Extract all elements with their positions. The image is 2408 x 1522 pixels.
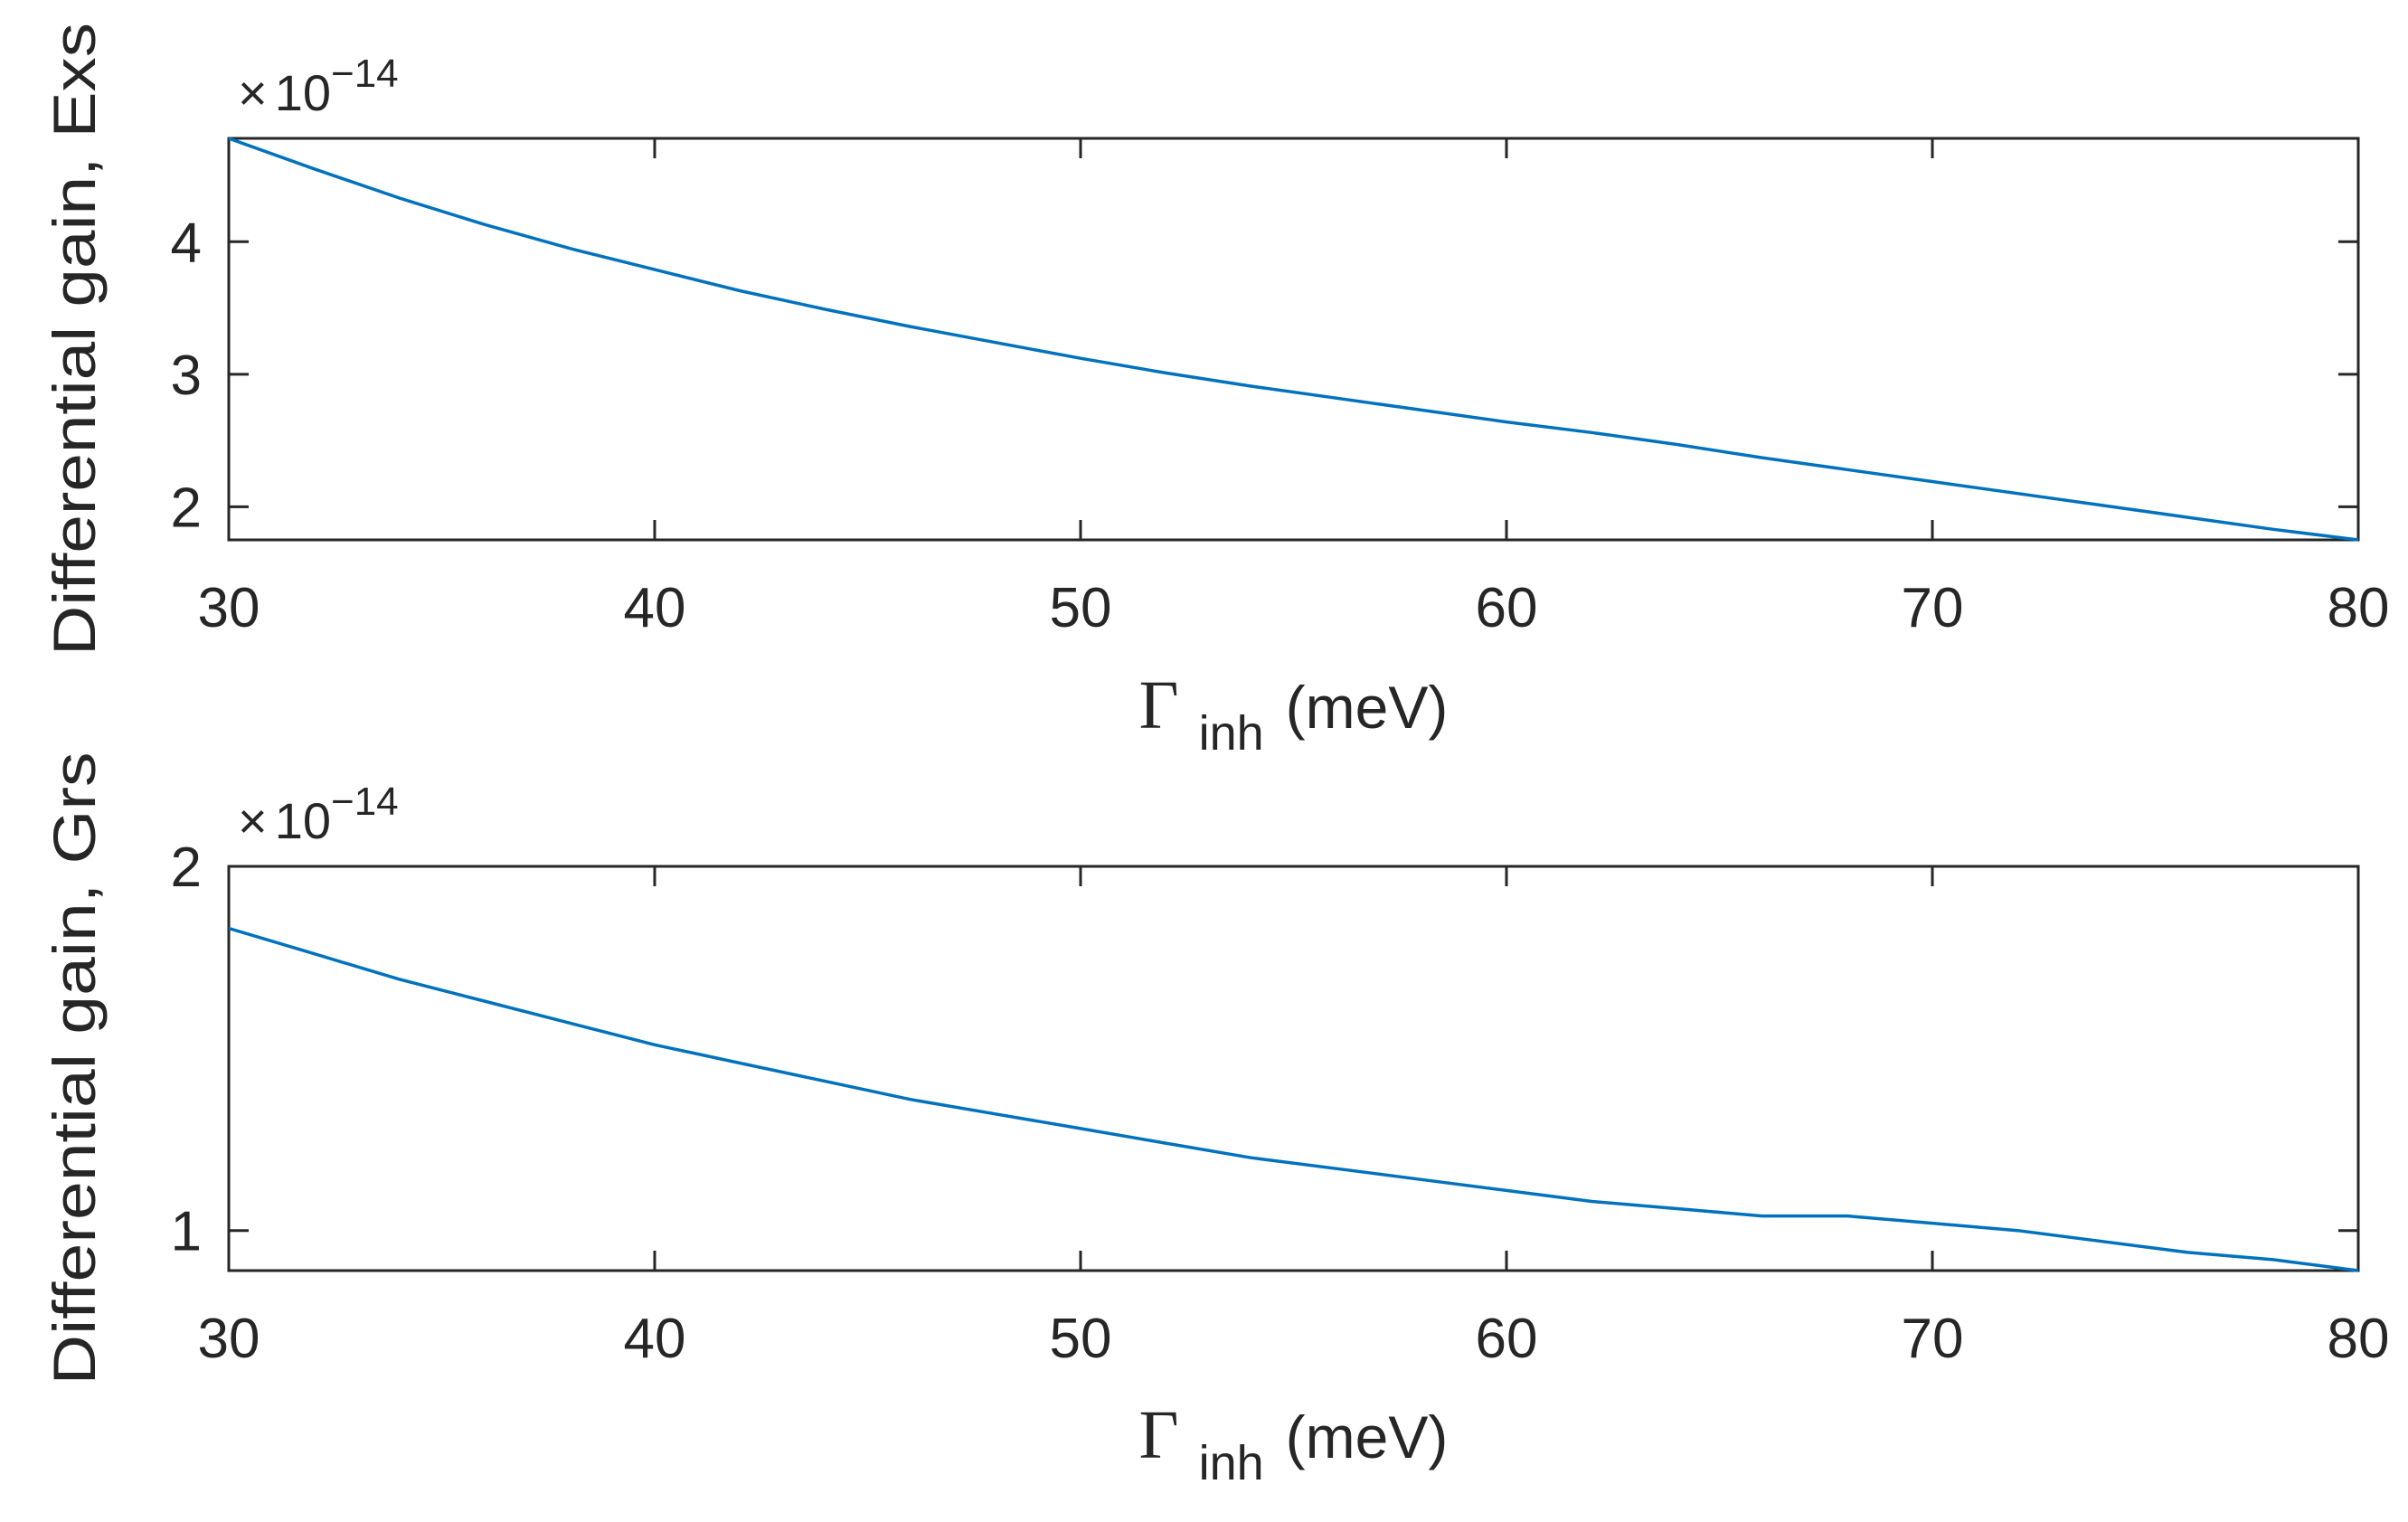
- y-tick-label: 3: [171, 345, 202, 407]
- x-tick-label: 40: [624, 1308, 686, 1370]
- axes-box: [227, 865, 2360, 1272]
- y-tick-label: 2: [171, 837, 202, 899]
- x-tick-label: 40: [624, 577, 686, 639]
- exponent-base: 10: [275, 64, 331, 121]
- exponent-label: × 10−14: [238, 780, 399, 849]
- x-axis-label-units: (meV): [1286, 1404, 1449, 1470]
- exponent-label: × 10−14: [238, 52, 399, 121]
- axes-box: [227, 137, 2360, 542]
- exponent-prefix: ×: [238, 792, 268, 849]
- x-tick-label: 80: [2328, 577, 2390, 639]
- x-axis-label-symbol: Γ: [1139, 1397, 1179, 1473]
- x-tick-label: 30: [198, 1308, 260, 1370]
- x-tick-label: 50: [1050, 577, 1112, 639]
- x-tick-label: 30: [198, 577, 260, 639]
- x-tick-label: 70: [1902, 577, 1964, 639]
- x-axis-label-subscript: inh: [1199, 706, 1264, 761]
- x-tick-label: 70: [1902, 1308, 1964, 1370]
- x-axis-label-symbol: Γ: [1139, 667, 1179, 743]
- y-tick-label: 1: [171, 1201, 202, 1263]
- x-tick-label: 50: [1050, 1308, 1112, 1370]
- x-tick-label: 60: [1476, 577, 1538, 639]
- y-axis-label: Differential gain, Exs: [41, 23, 108, 656]
- exponent-prefix: ×: [238, 64, 268, 121]
- chart-grs: 30 40 50 60 70 80 1 2 × 10−14 Differential gain, G…: [41, 752, 2389, 1491]
- x-tick-label: 80: [2328, 1308, 2390, 1370]
- y-axis-label: Differential gain, Grs: [41, 752, 108, 1385]
- exponent-base: 10: [275, 792, 331, 849]
- x-axis-label-subscript: inh: [1199, 1436, 1264, 1490]
- series-line-grs: [228, 926, 2359, 1272]
- chart-exs: 30 40 50 60 70 80 2 3 4 × 10−14 Differential gain, …: [41, 23, 2389, 761]
- exponent-power: −14: [331, 780, 399, 824]
- x-axis-label-units: (meV): [1286, 674, 1449, 741]
- exponent-power: −14: [331, 52, 399, 96]
- x-tick-label: 60: [1476, 1308, 1538, 1370]
- y-tick-label: 2: [171, 477, 202, 539]
- y-tick-label: 4: [171, 212, 202, 274]
- series-line-exs: [228, 137, 2359, 542]
